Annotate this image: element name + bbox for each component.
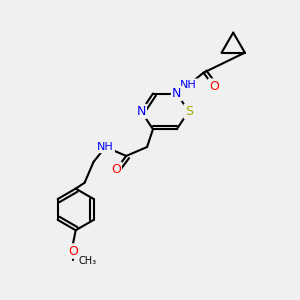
- Text: S: S: [184, 105, 193, 118]
- Text: NH: NH: [97, 142, 114, 152]
- Text: N: N: [172, 87, 182, 100]
- Text: O: O: [111, 163, 121, 176]
- Text: O: O: [209, 80, 219, 93]
- Text: O: O: [68, 244, 78, 258]
- Text: NH: NH: [180, 80, 197, 90]
- Text: N: N: [136, 105, 146, 118]
- Text: CH₃: CH₃: [79, 256, 97, 266]
